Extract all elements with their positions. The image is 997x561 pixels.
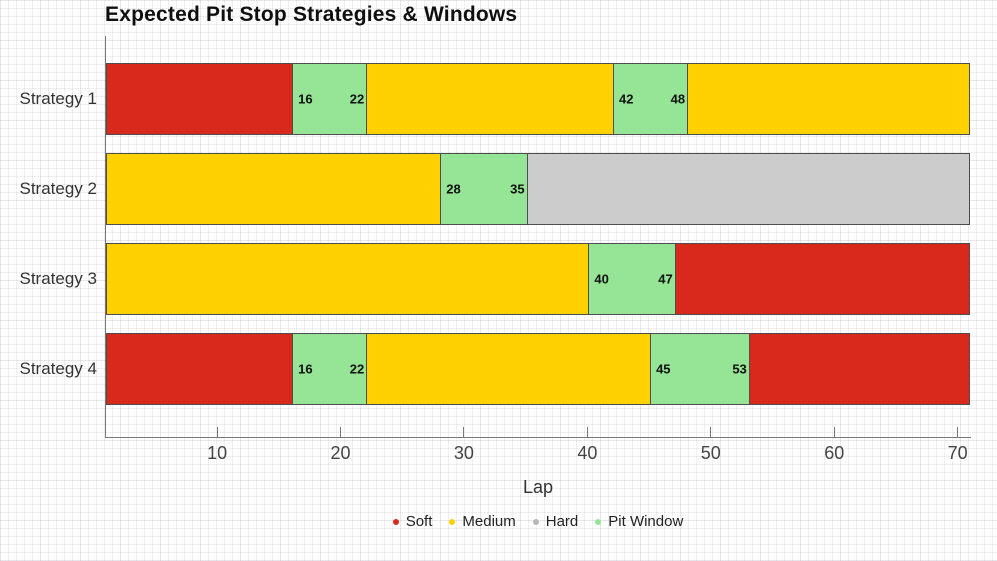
legend-item-medium[interactable]: Medium [449,513,516,530]
strategy-bar-row: 16 22 45 53 [106,333,970,405]
pit-window-start-label: 45 [656,361,671,377]
strategy-bar-row: 16 22 42 48 [106,63,970,135]
bar-segment-medium[interactable] [366,334,651,404]
bar-segment-soft[interactable] [674,244,969,314]
bar-segment-medium[interactable] [107,244,589,314]
pit-window-start-label: 28 [446,181,461,197]
x-axis-tick-label: 30 [453,443,474,463]
pit-window-end-label: 53 [732,361,747,377]
legend-dot-icon [449,518,456,525]
strategy-bar-row: 28 35 [106,153,970,225]
bar-segment-medium[interactable] [366,64,614,134]
bar-segment-pit-window[interactable]: 42 48 [613,64,688,134]
bar-segment-pit-window[interactable]: 40 47 [588,244,675,314]
x-axis-tick-label: 20 [330,443,351,463]
x-axis-title: Lap [522,477,554,497]
legend-dot-icon [392,518,399,525]
x-axis-tick [586,427,588,437]
pit-window-end-label: 22 [349,361,365,377]
x-axis-tick [216,427,218,437]
bar-segment-pit-window[interactable]: 28 35 [440,154,527,224]
chart-title: Expected Pit Stop Strategies & Windows [105,3,518,26]
legend-item-hard[interactable]: Hard [532,513,579,530]
x-axis-tick [833,427,835,437]
pit-window-end-label: 22 [349,91,365,107]
legend-label: Soft [405,513,433,530]
x-axis-tick-label: 40 [577,443,598,463]
pit-window-start-label: 42 [619,91,634,107]
x-axis-tick-label: 50 [700,443,721,463]
x-axis-tick-label: 10 [207,443,228,463]
x-axis-tick-label: 70 [947,443,968,463]
x-axis-tick [957,427,959,437]
legend-label: Medium [462,513,516,530]
legend-label: Hard [545,513,579,530]
legend: Soft Medium Hard Pit Window [106,513,970,530]
legend-item-soft[interactable]: Soft [392,513,433,530]
legend-dot-icon [595,518,602,525]
pit-window-end-label: 48 [670,91,686,107]
x-axis-tick [463,427,465,437]
bar-segment-pit-window[interactable]: 45 53 [650,334,749,404]
bar-segment-medium[interactable] [107,154,441,224]
y-axis-category-label: Strategy 2 [19,179,98,198]
y-axis-category-label: Strategy 3 [19,269,98,288]
legend-label: Pit Window [608,513,684,530]
y-axis-category-label: Strategy 1 [19,89,98,108]
pit-window-start-label: 40 [594,271,609,287]
legend-dot-icon [532,518,539,525]
pit-window-end-label: 35 [510,181,525,197]
x-axis-tick [710,427,712,437]
bar-segment-soft[interactable] [107,64,293,134]
bar-segment-soft[interactable] [107,334,293,404]
x-axis-tick-label: 60 [824,443,845,463]
pit-window-end-label: 47 [658,271,673,287]
bar-segment-soft[interactable] [748,334,969,404]
bar-segment-pit-window[interactable]: 16 22 [292,334,367,404]
pit-window-start-label: 16 [298,361,313,377]
bar-segment-pit-window[interactable]: 16 22 [292,64,367,134]
x-axis-tick [340,427,341,437]
bar-segment-medium[interactable] [687,64,969,134]
y-axis-line [105,36,106,437]
legend-item-pit-window[interactable]: Pit Window [595,513,683,530]
x-axis-line [105,437,971,438]
y-axis-category-label: Strategy 4 [19,359,98,378]
bar-segment-hard[interactable] [526,154,969,224]
pit-window-start-label: 16 [298,91,313,107]
strategy-bar-row: 40 47 [106,243,970,315]
